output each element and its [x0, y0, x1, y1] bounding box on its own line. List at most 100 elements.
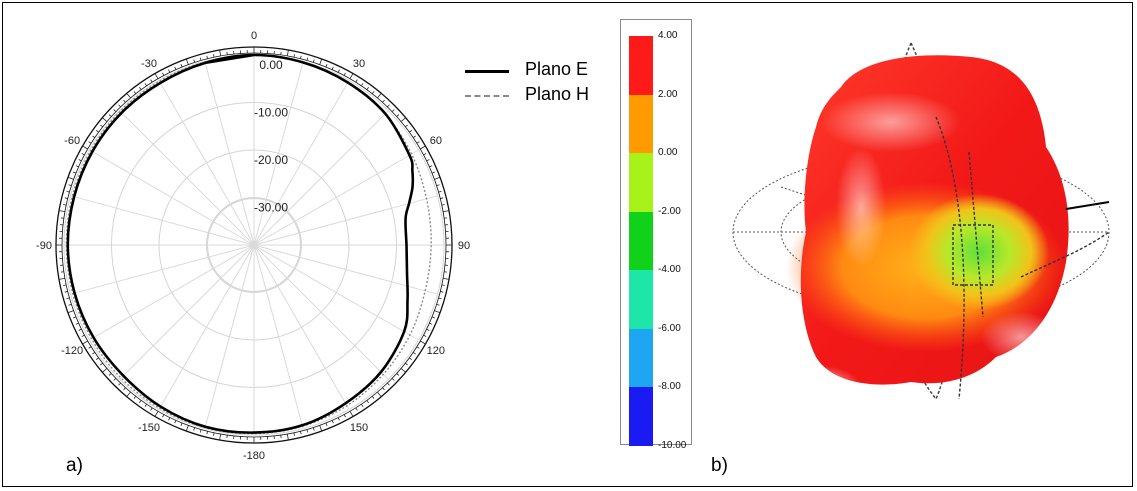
- angle-tick-mark: [193, 427, 196, 431]
- colorbar-tick-label: -4.00: [658, 264, 681, 275]
- colorbar-tick-label: -8.00: [658, 381, 681, 392]
- angle-tick-mark: [199, 57, 202, 61]
- angle-tick-mark: [66, 297, 70, 300]
- angle-tick-mark: [391, 109, 395, 112]
- angle-tick-label: 0: [251, 30, 257, 42]
- angle-tick-mark: [64, 291, 68, 293]
- angle-tick-mark: [431, 316, 435, 319]
- angle-tick-mark: [66, 190, 70, 193]
- angle-tick-mark: [82, 145, 88, 150]
- angle-tick-mark: [139, 400, 142, 403]
- angle-tick-mark: [366, 400, 369, 403]
- legend-swatch-solid: [465, 70, 509, 73]
- angle-tick-mark: [154, 411, 159, 417]
- angle-tick-mark: [133, 396, 137, 399]
- colorbar-segment: [629, 36, 653, 95]
- angle-tick-mark: [144, 83, 147, 87]
- angle-tick-mark: [382, 387, 385, 391]
- angle-tick-mark: [100, 362, 103, 366]
- angle-tick-mark: [337, 69, 340, 73]
- angular-grid-line: [253, 149, 419, 246]
- angle-tick-mark: [391, 378, 395, 381]
- angle-tick-mark: [174, 66, 177, 70]
- angle-tick-mark: [150, 79, 153, 83]
- angle-tick-mark: [150, 407, 153, 411]
- angle-tick-mark: [361, 403, 364, 407]
- angle-tick-label: -120: [61, 345, 83, 357]
- radial-tick-label: -30.00: [254, 201, 288, 215]
- angle-tick-mark: [68, 184, 72, 187]
- angle-tick-mark: [306, 57, 309, 61]
- angle-tick-mark: [133, 91, 137, 94]
- angular-grid-line: [204, 61, 255, 246]
- angle-tick-mark: [443, 277, 450, 280]
- radial-tick-label: 0.00: [259, 58, 283, 72]
- angle-tick-mark: [420, 145, 426, 150]
- angle-tick-mark: [126, 93, 131, 99]
- colorbar-tick-label: -10.00: [658, 439, 687, 451]
- angle-tick-mark: [434, 176, 441, 180]
- angle-tick-mark: [416, 141, 420, 144]
- angle-tick-mark: [423, 334, 427, 337]
- angular-grid-line: [253, 244, 304, 429]
- angle-tick-mark: [377, 93, 382, 99]
- angle-tick-mark: [416, 346, 420, 349]
- angle-tick-label: 30: [353, 58, 365, 70]
- colorbar-segment: [629, 153, 653, 212]
- angle-tick-mark: [426, 159, 430, 162]
- angle-tick-mark: [426, 328, 430, 331]
- angular-grid-line: [119, 110, 255, 246]
- angle-tick-mark: [441, 204, 445, 206]
- angle-tick-mark: [396, 114, 400, 117]
- angle-tick-mark: [213, 54, 215, 58]
- 3d-pattern-surface: [786, 55, 1069, 400]
- angle-tick-mark: [423, 153, 427, 156]
- angle-tick-mark: [82, 340, 88, 345]
- angle-tick-mark: [387, 382, 390, 386]
- angle-tick-mark: [337, 417, 340, 421]
- angle-tick-mark: [431, 171, 435, 174]
- angle-tick-label: 90: [458, 240, 470, 252]
- angular-grid-line: [253, 195, 438, 246]
- radial-tick-label: -10.00: [254, 106, 288, 120]
- angular-grid-line: [158, 80, 255, 246]
- colorbar-segment: [629, 270, 653, 329]
- angle-tick-mark: [96, 357, 99, 360]
- colorbar: 4.00 2.00 0.00 -2.00 -4.00 -6.00 -8.00 -10.00: [620, 19, 692, 451]
- angle-tick-mark: [88, 346, 92, 349]
- angle-tick-mark: [300, 55, 302, 59]
- angular-grid-line: [70, 195, 255, 246]
- angle-tick-mark: [81, 153, 85, 156]
- angle-tick-mark: [75, 165, 79, 168]
- angle-tick-mark: [325, 64, 328, 68]
- angle-tick-mark: [213, 432, 215, 436]
- angular-grid-line: [89, 244, 255, 341]
- angle-tick-mark: [429, 165, 433, 168]
- wireframe-front: [935, 116, 1110, 400]
- angle-tick-mark: [382, 99, 385, 103]
- angle-tick-mark: [193, 59, 196, 63]
- angle-tick-mark: [371, 396, 375, 399]
- angular-grid-line: [119, 244, 255, 380]
- angle-tick-mark: [441, 284, 445, 286]
- angle-tick-mark: [325, 422, 328, 426]
- angle-tick-mark: [123, 387, 126, 391]
- angle-tick-mark: [168, 69, 171, 73]
- angular-grid-line: [253, 244, 350, 410]
- angle-tick-mark: [412, 352, 416, 355]
- angle-tick-mark: [219, 49, 222, 56]
- colorbar-tick-label: 0.00: [658, 147, 678, 158]
- legend-swatch-dashed: [465, 95, 509, 97]
- legend-label-h-plane: Plano H: [525, 84, 590, 104]
- angle-tick-mark: [331, 420, 334, 424]
- angle-tick-mark: [405, 124, 408, 128]
- angular-grid-line: [204, 244, 255, 429]
- angle-tick-mark: [102, 368, 108, 373]
- angle-tick-mark: [68, 303, 72, 306]
- angle-tick-mark: [361, 83, 364, 87]
- legend-item-e-plane: Plano E: [465, 59, 625, 84]
- angle-tick-mark: [420, 340, 426, 345]
- angle-tick-mark: [154, 73, 159, 79]
- angle-tick-mark: [92, 135, 96, 138]
